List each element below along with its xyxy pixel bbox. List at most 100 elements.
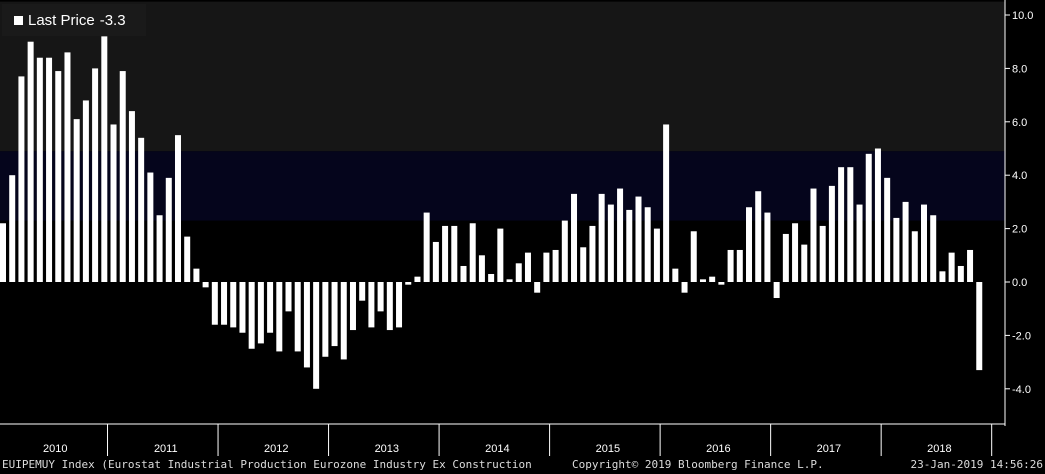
bar bbox=[819, 225, 826, 282]
y-tick-label: 6.0 bbox=[1012, 117, 1027, 129]
y-tick-label: -4.0 bbox=[1012, 384, 1031, 396]
bar bbox=[27, 41, 34, 283]
bar bbox=[193, 268, 200, 282]
bar bbox=[561, 220, 568, 282]
bar bbox=[884, 177, 891, 282]
bar bbox=[423, 212, 430, 282]
bar bbox=[764, 212, 771, 282]
x-tick-label: 2017 bbox=[817, 443, 841, 455]
bar bbox=[36, 57, 43, 282]
x-tick-label: 2013 bbox=[375, 443, 399, 455]
bar bbox=[221, 282, 228, 325]
bar bbox=[543, 252, 550, 282]
bar bbox=[174, 135, 181, 282]
bar bbox=[736, 249, 743, 282]
bar bbox=[165, 177, 172, 282]
bar bbox=[119, 71, 126, 282]
bar bbox=[690, 231, 697, 282]
x-tick-label: 2016 bbox=[706, 443, 730, 455]
bar bbox=[386, 282, 393, 331]
bar bbox=[331, 282, 338, 347]
bar bbox=[101, 36, 108, 282]
bar bbox=[902, 201, 909, 282]
bar bbox=[0, 223, 6, 282]
bar bbox=[211, 282, 218, 325]
bar bbox=[617, 188, 624, 282]
axes: 10.0 8.0 6.0 4.0 2.0 0.0 -2.0 -4.0 2010 2011 2012 2… bbox=[0, 0, 1033, 456]
legend-swatch bbox=[14, 15, 23, 25]
bar bbox=[828, 185, 835, 282]
bar bbox=[257, 282, 264, 344]
bar bbox=[644, 207, 651, 282]
bar bbox=[405, 282, 412, 285]
bar bbox=[202, 282, 209, 288]
bar bbox=[432, 241, 439, 282]
bar bbox=[377, 282, 384, 312]
bar bbox=[957, 265, 964, 282]
y-tick-label: 4.0 bbox=[1012, 170, 1027, 182]
bar bbox=[9, 175, 16, 282]
legend-value: -3.3 bbox=[99, 11, 126, 29]
y-tick-label: 8.0 bbox=[1012, 63, 1027, 75]
bar bbox=[92, 68, 99, 283]
bar bbox=[506, 279, 513, 282]
bar bbox=[911, 231, 918, 282]
bar bbox=[451, 225, 458, 282]
bar bbox=[460, 265, 467, 282]
bar bbox=[930, 215, 937, 282]
bar bbox=[626, 209, 633, 282]
bar bbox=[248, 282, 255, 349]
bar bbox=[110, 124, 117, 282]
bar bbox=[792, 223, 799, 282]
bar bbox=[921, 204, 927, 282]
y-tick-label: 2.0 bbox=[1012, 224, 1027, 236]
bar bbox=[138, 137, 145, 282]
bar bbox=[156, 215, 163, 282]
x-tick-label: 2012 bbox=[264, 443, 288, 455]
bar bbox=[773, 282, 780, 299]
bar bbox=[322, 282, 329, 357]
bar bbox=[340, 282, 347, 360]
bar bbox=[580, 247, 587, 282]
y-tick-label: 0.0 bbox=[1012, 277, 1027, 289]
bar bbox=[976, 282, 983, 371]
x-tick-label: 2018 bbox=[927, 443, 951, 455]
bar bbox=[478, 255, 485, 282]
footer-index-description: EUIPEMUY Index (Eurostat Industrial Prod… bbox=[2, 458, 532, 471]
bar bbox=[635, 196, 642, 282]
bar bbox=[267, 282, 274, 333]
bar bbox=[727, 249, 734, 282]
bar bbox=[515, 263, 522, 282]
bar bbox=[524, 252, 531, 282]
bar bbox=[414, 276, 421, 282]
bar bbox=[313, 282, 320, 389]
bar bbox=[368, 282, 375, 328]
bar bbox=[73, 119, 80, 282]
bar bbox=[359, 282, 366, 301]
legend-label: Last Price bbox=[28, 11, 95, 29]
bar bbox=[294, 282, 301, 352]
y-tick-label: -2.0 bbox=[1012, 330, 1031, 342]
footer-timestamp: 23-Jan-2019 14:56:26 bbox=[910, 458, 1043, 471]
background-bands bbox=[0, 1, 1005, 221]
bar bbox=[589, 225, 596, 282]
bar-series bbox=[0, 36, 983, 389]
bar bbox=[699, 279, 706, 282]
bar bbox=[239, 282, 246, 333]
bar bbox=[709, 276, 716, 282]
bar bbox=[598, 193, 605, 282]
bar bbox=[755, 191, 762, 282]
bar bbox=[681, 282, 688, 293]
bar bbox=[534, 282, 541, 293]
bar bbox=[967, 249, 974, 282]
bar bbox=[838, 167, 845, 282]
bar bbox=[46, 57, 53, 282]
bar bbox=[865, 153, 872, 282]
bar bbox=[285, 282, 292, 312]
bar bbox=[782, 233, 789, 282]
footer-copyright: Copyright© 2019 Bloomberg Finance L.P. bbox=[572, 458, 824, 471]
bar bbox=[442, 225, 449, 282]
bar bbox=[64, 52, 71, 282]
bar bbox=[874, 148, 881, 282]
